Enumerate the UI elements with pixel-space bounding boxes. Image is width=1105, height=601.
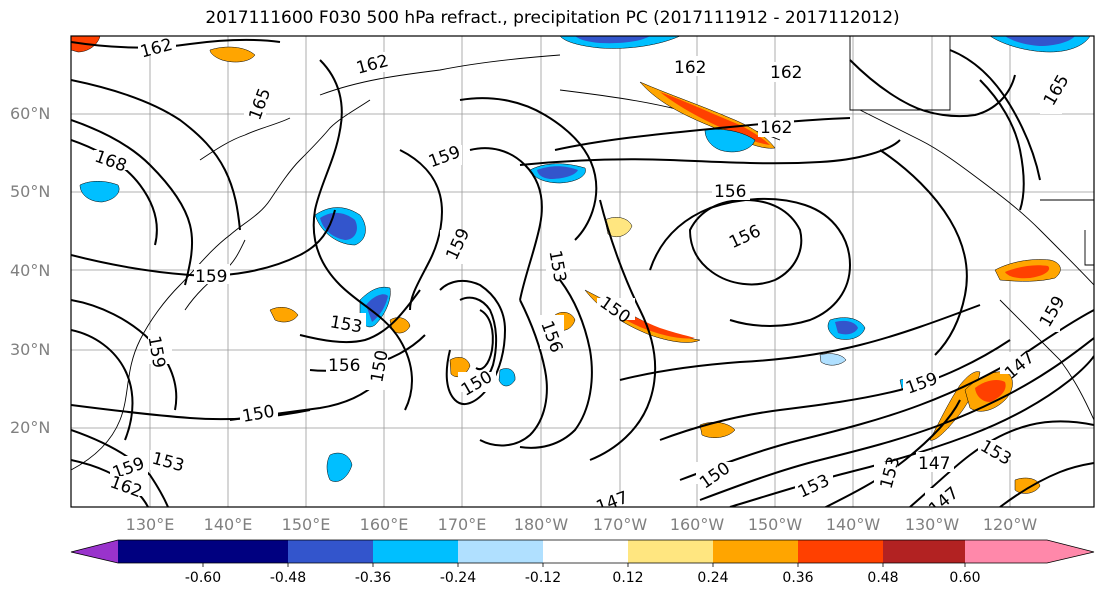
- colorbar-segment: [458, 540, 543, 563]
- lat-label: 50°N: [10, 182, 51, 201]
- contour-label: 162: [674, 58, 706, 78]
- lon-label: 170°E: [437, 515, 487, 534]
- colorbar-segment: [288, 540, 373, 563]
- colorbar-segment: [883, 540, 965, 563]
- colorbar-tick-label: -0.36: [354, 570, 392, 586]
- lon-label: 140°W: [825, 515, 881, 534]
- lon-label: 150°E: [281, 515, 331, 534]
- colorbar-right-extension: [1047, 540, 1094, 563]
- colorbar: [70, 539, 1095, 567]
- colorbar-tick-label: -0.12: [524, 570, 562, 586]
- contour-label: 159: [195, 267, 227, 287]
- contour-label: 147: [918, 454, 950, 474]
- colorbar-tick-label: 0.60: [949, 570, 981, 586]
- lat-label: 30°N: [10, 340, 51, 359]
- lon-label: 170°W: [592, 515, 648, 534]
- lon-label: 130°W: [904, 515, 960, 534]
- colorbar-tick-label: -0.48: [269, 570, 307, 586]
- lat-label: 40°N: [10, 261, 51, 280]
- lon-label: 150°W: [747, 515, 803, 534]
- colorbar-segment: [713, 540, 798, 563]
- colorbar-tick-label: 0.36: [782, 570, 814, 586]
- colorbar-tick-label: 0.12: [612, 570, 644, 586]
- colorbar-segment: [798, 540, 883, 563]
- lon-label: 160°W: [669, 515, 725, 534]
- lon-label: 130°E: [125, 515, 175, 534]
- lon-label: 160°E: [359, 515, 409, 534]
- contour-label: 162: [760, 118, 792, 138]
- colorbar-segment: [965, 540, 1047, 563]
- colorbar-segment: [203, 540, 288, 563]
- colorbar-left-extension: [71, 540, 118, 563]
- colorbar-tick-label: -0.24: [439, 570, 477, 586]
- lat-label: 60°N: [10, 104, 51, 123]
- lat-label: 20°N: [10, 418, 51, 437]
- colorbar-segment: [628, 540, 713, 563]
- map-title: 2017111600 F030 500 hPa refract., precip…: [205, 8, 900, 28]
- colorbar-segment: [118, 540, 203, 563]
- lon-label: 180°W: [513, 515, 569, 534]
- colorbar-tick-label: -0.60: [184, 570, 222, 586]
- contour-label: 156: [714, 182, 746, 202]
- lon-label: 120°W: [982, 515, 1038, 534]
- colorbar-segment: [373, 540, 458, 563]
- contour-label: 156: [328, 356, 360, 376]
- colorbar-segment: [543, 540, 628, 563]
- colorbar-tick-label: 0.24: [697, 570, 729, 586]
- lon-label: 140°E: [203, 515, 253, 534]
- colorbar-tick-label: 0.48: [867, 570, 899, 586]
- contour-label: 162: [770, 63, 802, 83]
- plot-frame: [70, 35, 1095, 508]
